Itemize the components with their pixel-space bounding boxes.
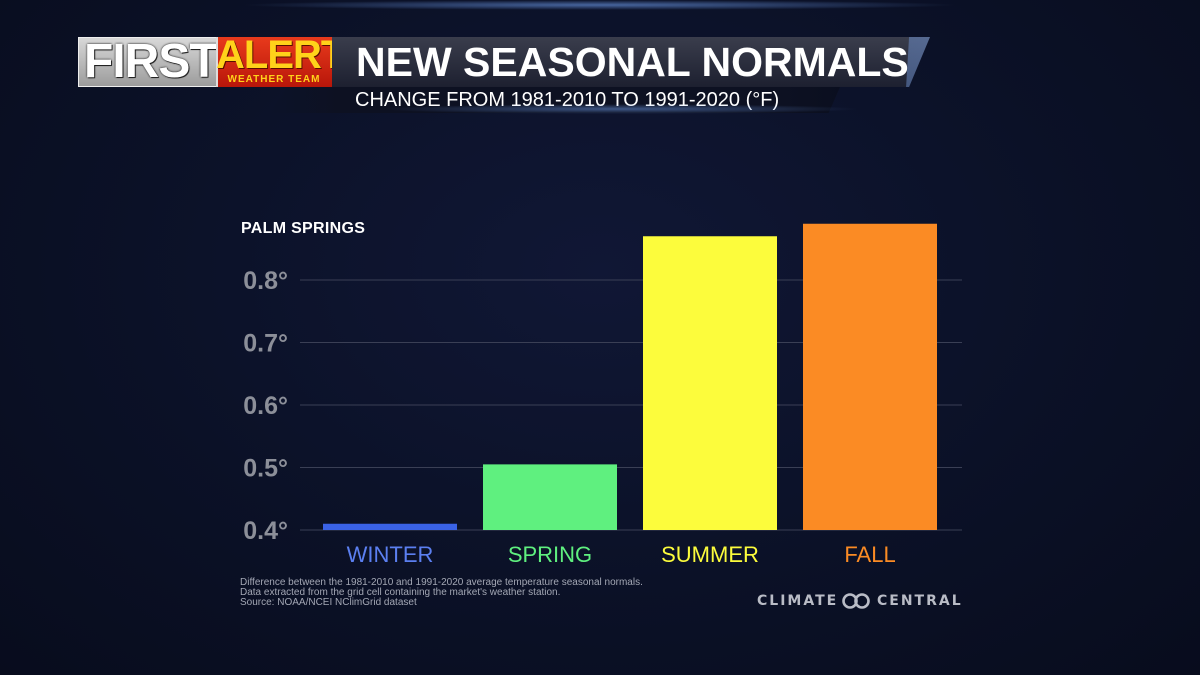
- y-tick-label: 0.7°: [243, 330, 288, 358]
- subtitle-glow: [380, 104, 860, 114]
- logo-weather-team-text: WEATHER TEAM: [227, 74, 321, 85]
- bar: [323, 523, 457, 530]
- y-tick-label: 0.6°: [243, 392, 288, 420]
- x-tick-label: WINTER: [347, 542, 434, 567]
- footnote: Difference between the 1981-2010 and 199…: [240, 578, 643, 608]
- logo-first-text: FIRST: [84, 35, 219, 88]
- brand-right-text: CENTRAL: [877, 593, 963, 609]
- logo-alert-text: ALERT: [216, 33, 345, 77]
- y-tick-label: 0.5°: [243, 455, 288, 483]
- header-glow: [240, 0, 960, 10]
- footnote-line-1: Difference between the 1981-2010 and 199…: [240, 577, 643, 588]
- page-title: NEW SEASONAL NORMALS: [356, 39, 909, 85]
- bar: [643, 236, 777, 530]
- location-label: PALM SPRINGS: [241, 220, 366, 237]
- bar: [483, 464, 617, 530]
- footnote-line-2: Data extracted from the grid cell contai…: [240, 587, 561, 598]
- brand-left-text: CLIMATE: [757, 593, 839, 609]
- subtitle-bar: [270, 87, 840, 113]
- y-tick-label: 0.8°: [243, 267, 288, 295]
- y-tick-label: 0.4°: [243, 517, 288, 545]
- x-tick-label: FALL: [844, 542, 895, 567]
- x-tick-label: SUMMER: [661, 542, 759, 567]
- page-subtitle: CHANGE FROM 1981-2010 TO 1991-2020 (°F): [355, 89, 780, 111]
- logo-alert-badge: [216, 37, 334, 87]
- bar: [803, 223, 937, 530]
- title-bar: [332, 37, 930, 87]
- climate-central-logo-icon: [842, 593, 870, 609]
- footnote-line-3: Source: NOAA/NCEI NClimGrid dataset: [240, 597, 417, 608]
- x-tick-label: SPRING: [508, 542, 592, 567]
